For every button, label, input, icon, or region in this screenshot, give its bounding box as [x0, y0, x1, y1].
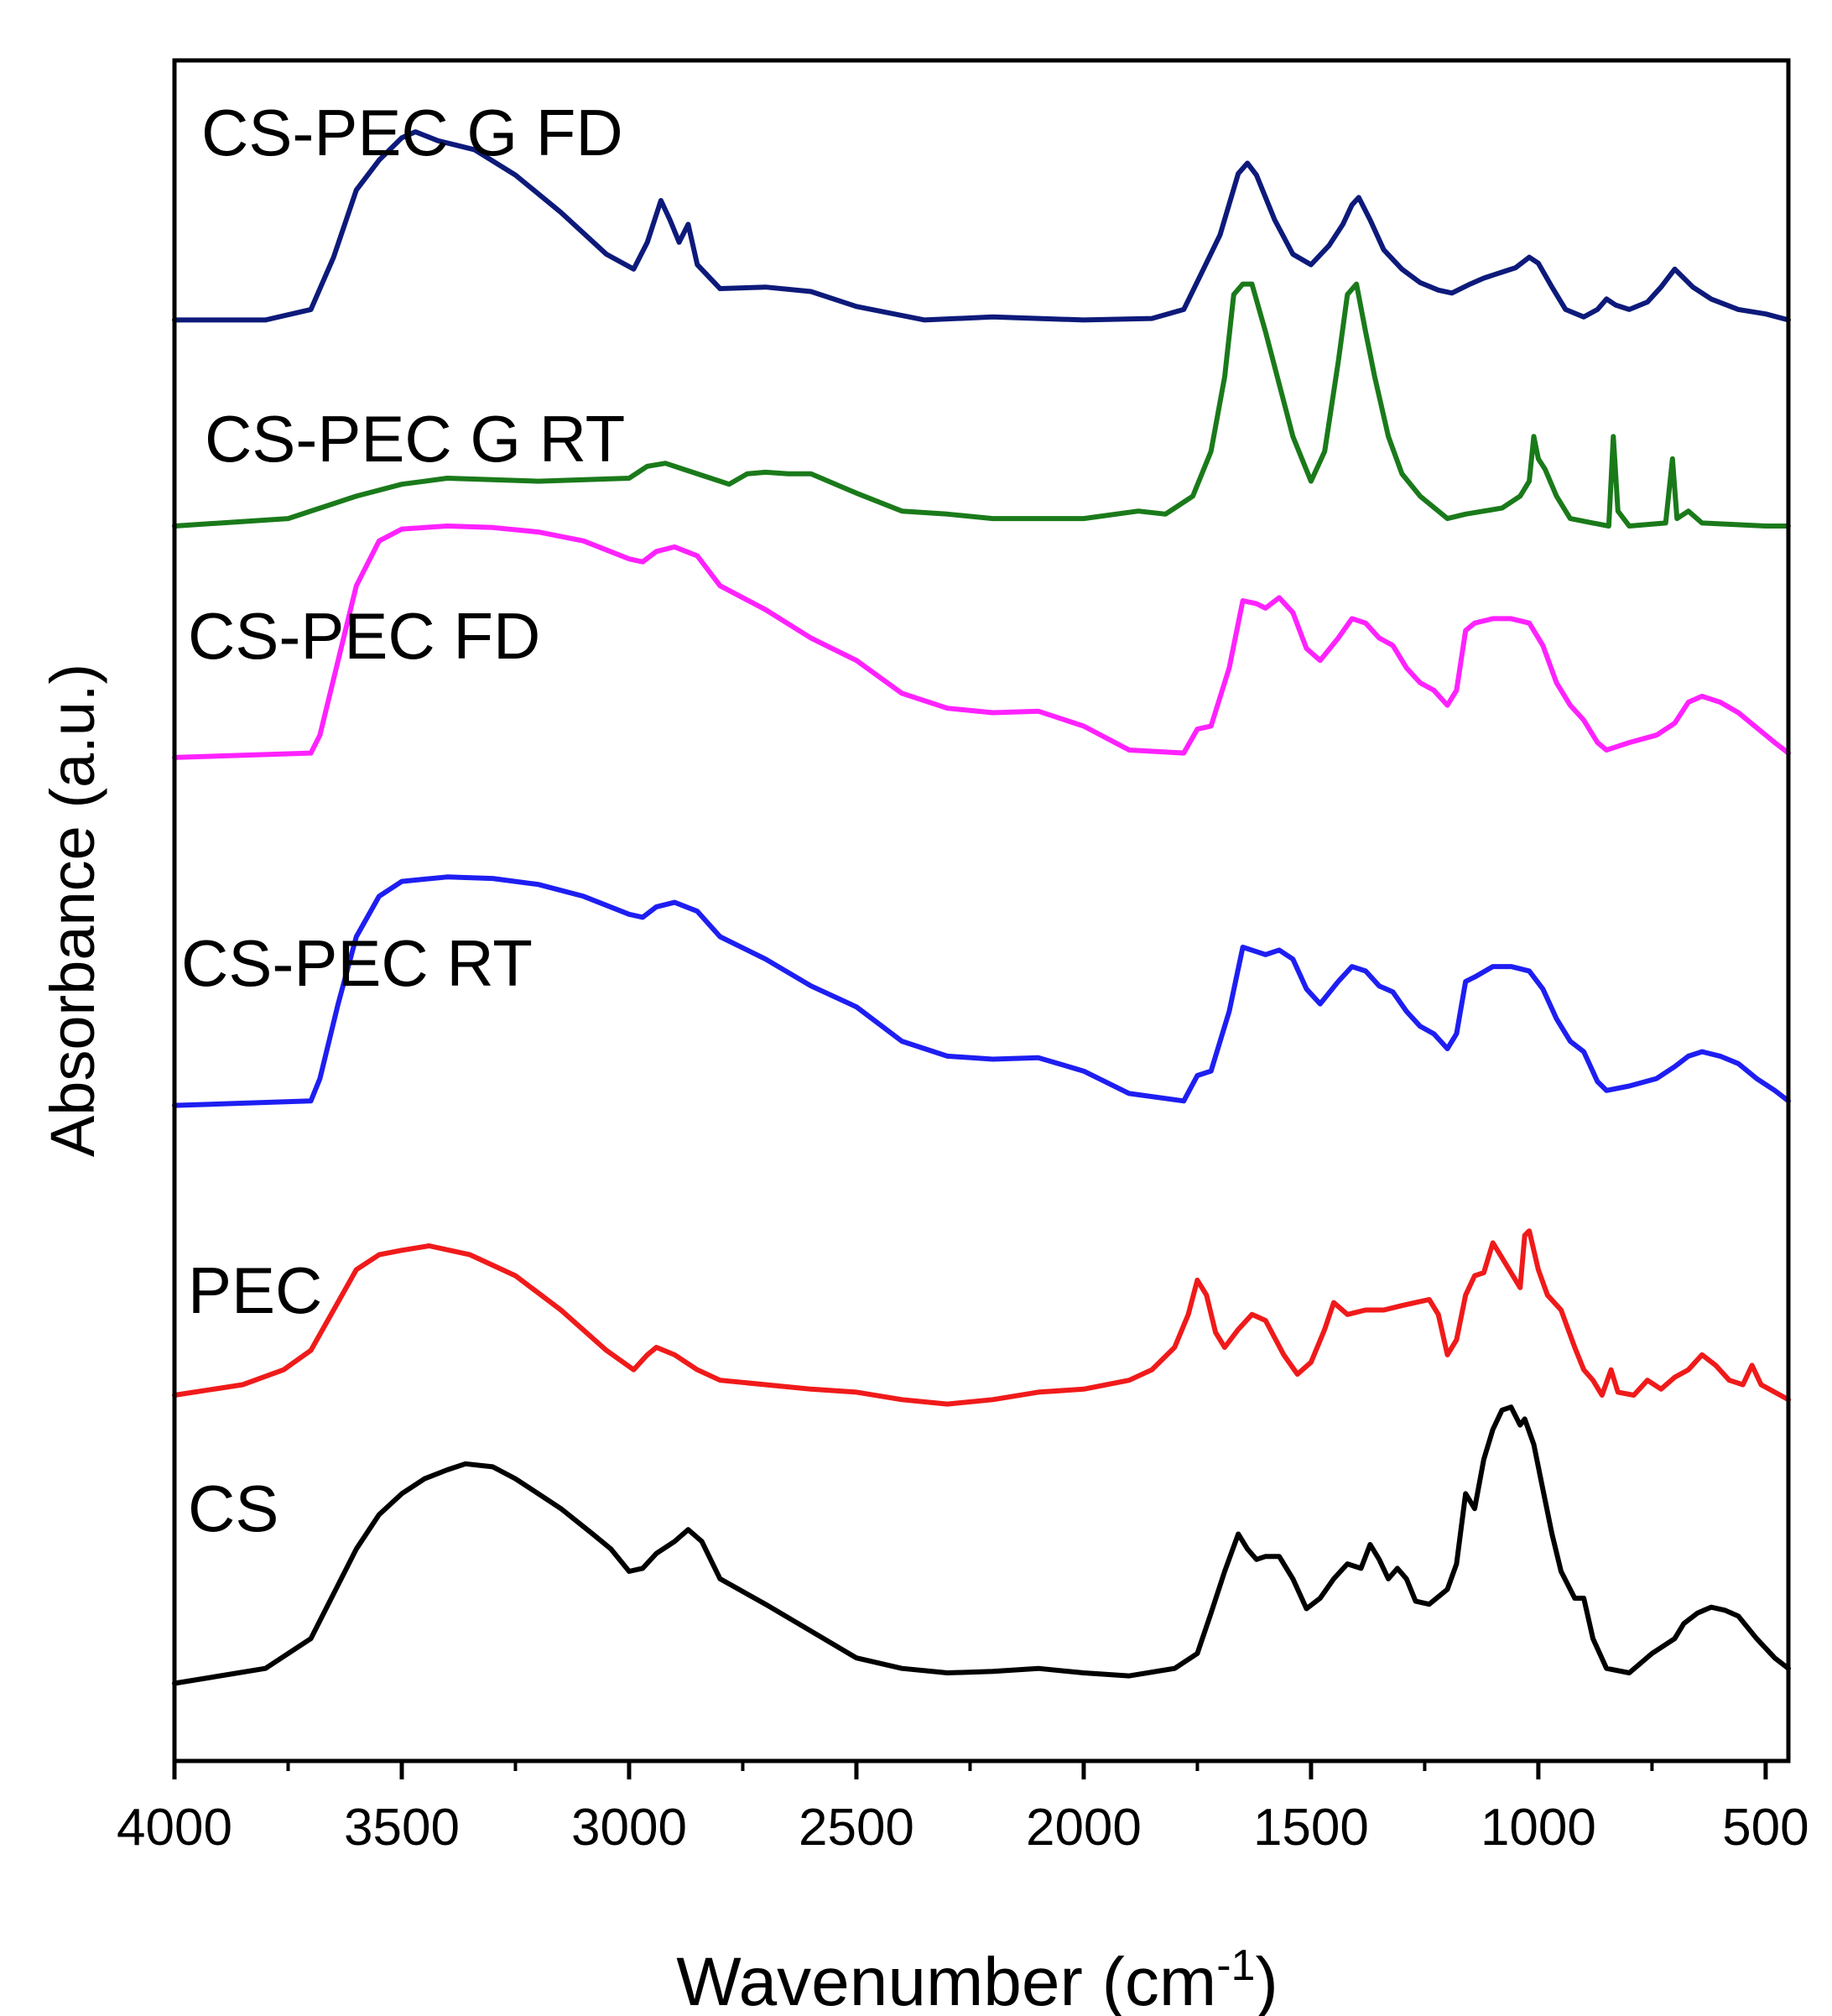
y-axis-label: Absorbance (a.u.): [38, 664, 107, 1157]
series-label-pec: PEC: [188, 1253, 322, 1327]
series-line-pec: [172, 1228, 1791, 1407]
x-tick-label: 4000: [117, 1799, 232, 1857]
series-label-cs: CS: [188, 1472, 278, 1545]
series-label-cs-pec-g-rt: CS-PEC G RT: [205, 402, 625, 476]
x-tick-label: 3000: [571, 1799, 687, 1857]
x-axis-label: Wavenumber (cm-1): [676, 1941, 1278, 2016]
series-label-cs-pec-rt: CS-PEC RT: [181, 926, 533, 1000]
x-tick-label: 500: [1722, 1799, 1809, 1857]
series-layer: [172, 129, 1791, 1686]
plot-frame: [172, 58, 1791, 1763]
series-label-cs-pec-fd: CS-PEC FD: [188, 599, 540, 673]
x-tick-label: 2500: [799, 1799, 914, 1857]
series-line-cs-pec-fd: [172, 524, 1791, 760]
series-line-cs-pec-rt: [172, 874, 1791, 1108]
x-tick-label: 1500: [1253, 1799, 1369, 1857]
x-tick-label: 3500: [344, 1799, 460, 1857]
x-tick-label: 1000: [1481, 1799, 1596, 1857]
series-label-layer: CS-PEC G FD CS-PEC G RT CS-PEC FD CS-PEC RT…: [181, 96, 625, 1545]
series-line-cs-pec-g-rt: [172, 281, 1791, 529]
x-axis-ticks: 4000 3500 3000 2500 2000 1500 1000 500: [117, 1761, 1809, 1857]
series-line-cs: [172, 1404, 1791, 1686]
x-tick-label: 2000: [1026, 1799, 1142, 1857]
series-line-cs-pec-g-fd: [172, 129, 1791, 323]
series-label-cs-pec-g-fd: CS-PEC G FD: [201, 96, 623, 169]
